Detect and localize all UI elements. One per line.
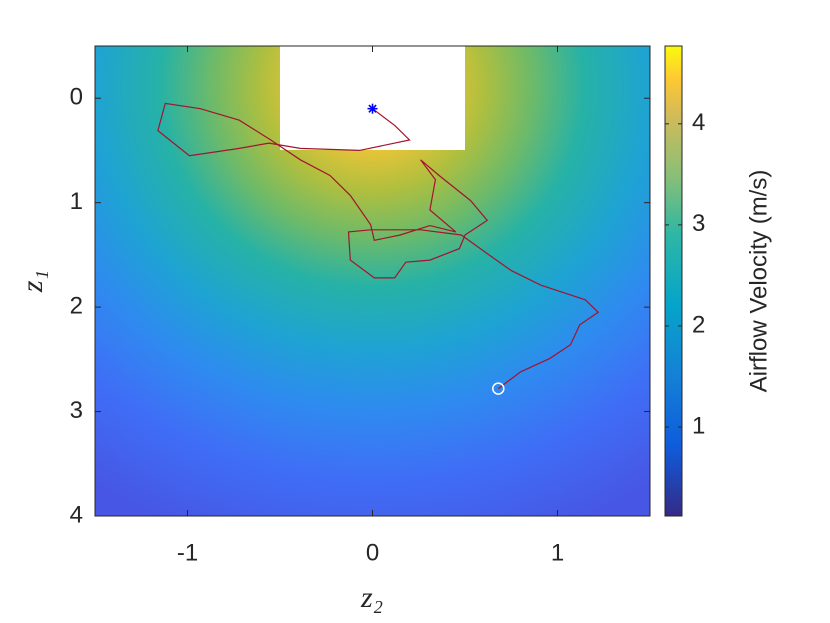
colorbar-tick-label: 1 xyxy=(692,412,705,439)
trajectory xyxy=(157,102,600,390)
y-axis-label: z₁ xyxy=(16,270,49,293)
obstacle xyxy=(280,46,465,150)
y-tick-label: 1 xyxy=(70,188,83,215)
start-marker xyxy=(367,103,378,114)
y-tick-label: 2 xyxy=(70,292,83,319)
plot xyxy=(157,102,600,395)
colorbar-label: Airflow Velocity (m/s) xyxy=(745,170,772,393)
colorbar-tick-label: 3 xyxy=(692,210,705,237)
colorbar-tick-label: 4 xyxy=(692,109,705,136)
colorbar-tick-label: 2 xyxy=(692,311,705,338)
y-tick-label: 3 xyxy=(70,397,83,424)
x-tick-label: -1 xyxy=(177,539,198,566)
x-tick-label: 0 xyxy=(366,539,379,566)
x-axis-label: z₂ xyxy=(360,581,383,614)
x-tick-label: 1 xyxy=(551,539,564,566)
end-marker xyxy=(492,382,505,395)
start-marker-stroke xyxy=(368,104,377,113)
colorbar xyxy=(664,45,683,517)
y-tick-label: 4 xyxy=(70,501,83,528)
y-tick-label: 0 xyxy=(70,84,83,111)
